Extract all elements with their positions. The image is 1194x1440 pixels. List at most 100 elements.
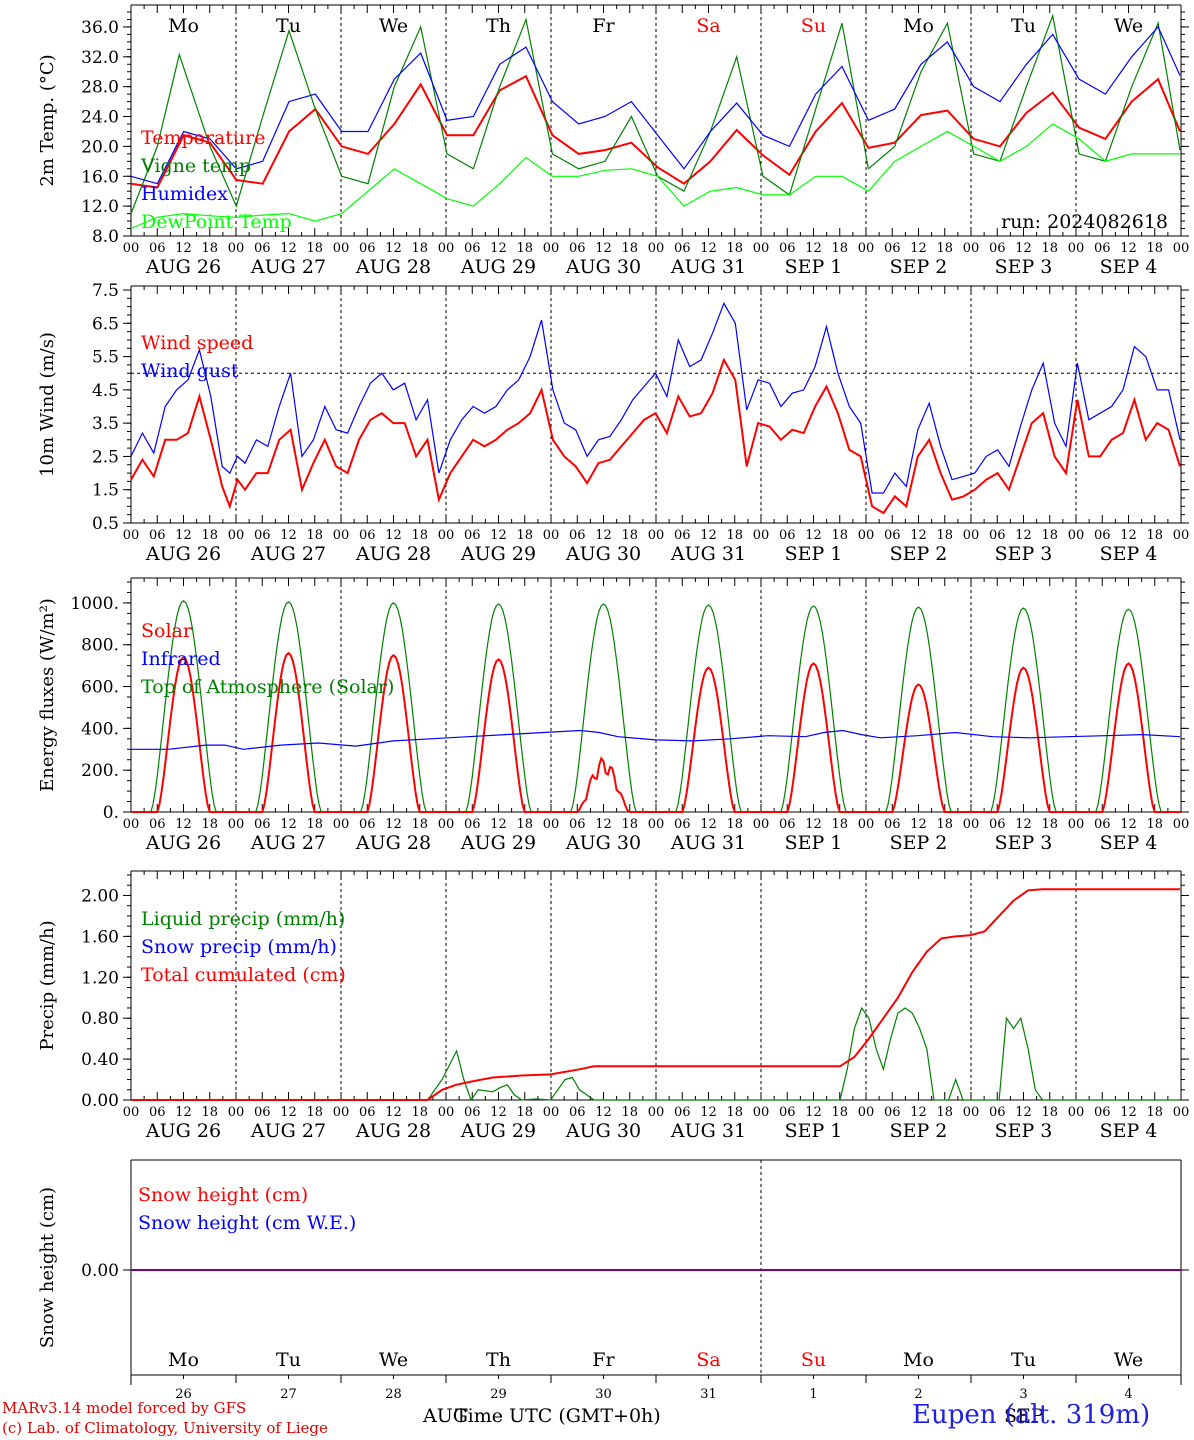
hour-tick-label: 18 (306, 241, 323, 256)
y-tick-label: 28.0 (81, 78, 119, 98)
hour-tick-label: 00 (753, 528, 770, 543)
hour-tick-label: 12 (595, 241, 612, 256)
hour-tick-label: 12 (595, 1105, 612, 1120)
y-tick-label: 8.0 (92, 227, 119, 247)
hour-tick-label: 00 (438, 528, 455, 543)
day-number: 26 (175, 1387, 192, 1402)
hour-tick-label: 12 (175, 817, 192, 832)
hour-tick-label: 12 (1120, 241, 1137, 256)
hour-tick-label: 18 (201, 1105, 218, 1120)
hour-tick-label: 18 (1146, 1105, 1163, 1120)
y-tick-label: 0.00 (81, 1261, 119, 1281)
day-number: 2 (914, 1387, 922, 1402)
day-label: AUG 30 (565, 543, 641, 565)
hour-tick-label: 18 (726, 241, 743, 256)
hour-tick-label: 06 (254, 1105, 271, 1120)
y-axis-label: Precip (mm/h) (37, 920, 58, 1050)
series-humidex (130, 25, 1181, 185)
hour-tick-label: 00 (438, 1105, 455, 1120)
hour-tick-label: 06 (149, 1105, 166, 1120)
hour-tick-label: 18 (306, 1105, 323, 1120)
weekday-label: We (379, 1349, 408, 1371)
day-label: AUG 30 (565, 1120, 641, 1142)
bottom-month-right: SEP (1004, 1405, 1044, 1427)
day-label: AUG 31 (670, 1120, 746, 1142)
series-total-cumulated-cm- (131, 888, 1180, 1101)
hour-tick-label: 12 (595, 817, 612, 832)
hour-tick-label: 00 (1068, 817, 1085, 832)
hour-tick-label: 12 (805, 817, 822, 832)
y-tick-label: 0.00 (81, 1091, 119, 1111)
legend-temperature: Temperature (141, 127, 265, 149)
hour-tick-label: 06 (674, 817, 691, 832)
y-tick-label: 1.60 (81, 927, 119, 947)
hour-tick-label: 06 (359, 241, 376, 256)
hour-tick-label: 06 (779, 817, 796, 832)
hour-tick-label: 12 (385, 241, 402, 256)
day-label: SEP 1 (785, 1120, 843, 1142)
y-axis-label: 10m Wind (m/s) (37, 332, 58, 477)
hour-tick-label: 12 (910, 1105, 927, 1120)
day-number: 30 (595, 1387, 612, 1402)
legend-snow-height-cm-: Snow height (cm) (138, 1184, 308, 1206)
weekday-label: Mo (168, 15, 199, 37)
weekday-label: Su (801, 15, 826, 37)
hour-tick-label: 12 (490, 241, 507, 256)
day-label: SEP 2 (890, 1120, 948, 1142)
day-label: AUG 31 (670, 256, 746, 278)
run-label: run: 2024082618 (1001, 211, 1168, 233)
day-number: 31 (700, 1387, 717, 1402)
y-tick-label: 0.5 (92, 514, 119, 534)
hour-tick-label: 00 (123, 817, 140, 832)
hour-tick-label: 12 (700, 528, 717, 543)
hour-tick-label: 18 (726, 528, 743, 543)
series-wind-speed (130, 357, 1181, 515)
day-number: 28 (385, 1387, 402, 1402)
day-label: AUG 29 (460, 543, 536, 565)
day-number: 1 (809, 1387, 817, 1402)
day-label: AUG 28 (355, 832, 431, 854)
hour-tick-label: 18 (1041, 817, 1058, 832)
hour-tick-label: 06 (884, 241, 901, 256)
legend-dewpoint-temp: DewPoint Temp (141, 211, 292, 233)
hour-tick-label: 18 (411, 241, 428, 256)
day-label: AUG 27 (250, 256, 326, 278)
legend-vigne-temp: Vigne temp (140, 155, 251, 177)
hour-tick-label: 12 (490, 1105, 507, 1120)
day-label: AUG 26 (145, 832, 221, 854)
hour-tick-label: 18 (831, 817, 848, 832)
hour-tick-label: 00 (963, 817, 980, 832)
hour-tick-label: 06 (1094, 528, 1111, 543)
hour-tick-label: 18 (726, 1105, 743, 1120)
day-label: SEP 4 (1100, 543, 1158, 565)
y-tick-label: 400. (81, 719, 119, 739)
y-tick-label: 4.5 (92, 381, 119, 401)
hour-tick-label: 06 (989, 528, 1006, 543)
hour-tick-label: 00 (228, 528, 245, 543)
day-label: AUG 27 (250, 543, 326, 565)
y-tick-label: 6.5 (92, 314, 119, 334)
hour-tick-label: 00 (753, 817, 770, 832)
y-axis-label: Snow height (cm) (37, 1187, 58, 1348)
hour-tick-label: 00 (228, 241, 245, 256)
weekday-label: Fr (592, 1349, 615, 1371)
hour-tick-label: 06 (464, 1105, 481, 1120)
hour-tick-label: 06 (569, 241, 586, 256)
hour-tick-label: 06 (464, 241, 481, 256)
y-tick-label: 0.40 (81, 1050, 119, 1070)
hour-tick-label: 00 (648, 1105, 665, 1120)
legend-snow-precip-mm-h-: Snow precip (mm/h) (141, 936, 337, 958)
hour-tick-label: 00 (333, 241, 350, 256)
day-number: 3 (1019, 1387, 1027, 1402)
hour-tick-label: 12 (700, 241, 717, 256)
weekday-label: Fr (592, 15, 615, 37)
y-tick-label: 7.5 (92, 281, 119, 301)
hour-tick-label: 18 (411, 528, 428, 543)
weekday-label: Mo (903, 1349, 934, 1371)
y-tick-label: 800. (81, 636, 119, 656)
hour-tick-label: 12 (1015, 817, 1032, 832)
hour-tick-label: 18 (1146, 528, 1163, 543)
hour-tick-label: 12 (280, 241, 297, 256)
hour-tick-label: 18 (726, 817, 743, 832)
